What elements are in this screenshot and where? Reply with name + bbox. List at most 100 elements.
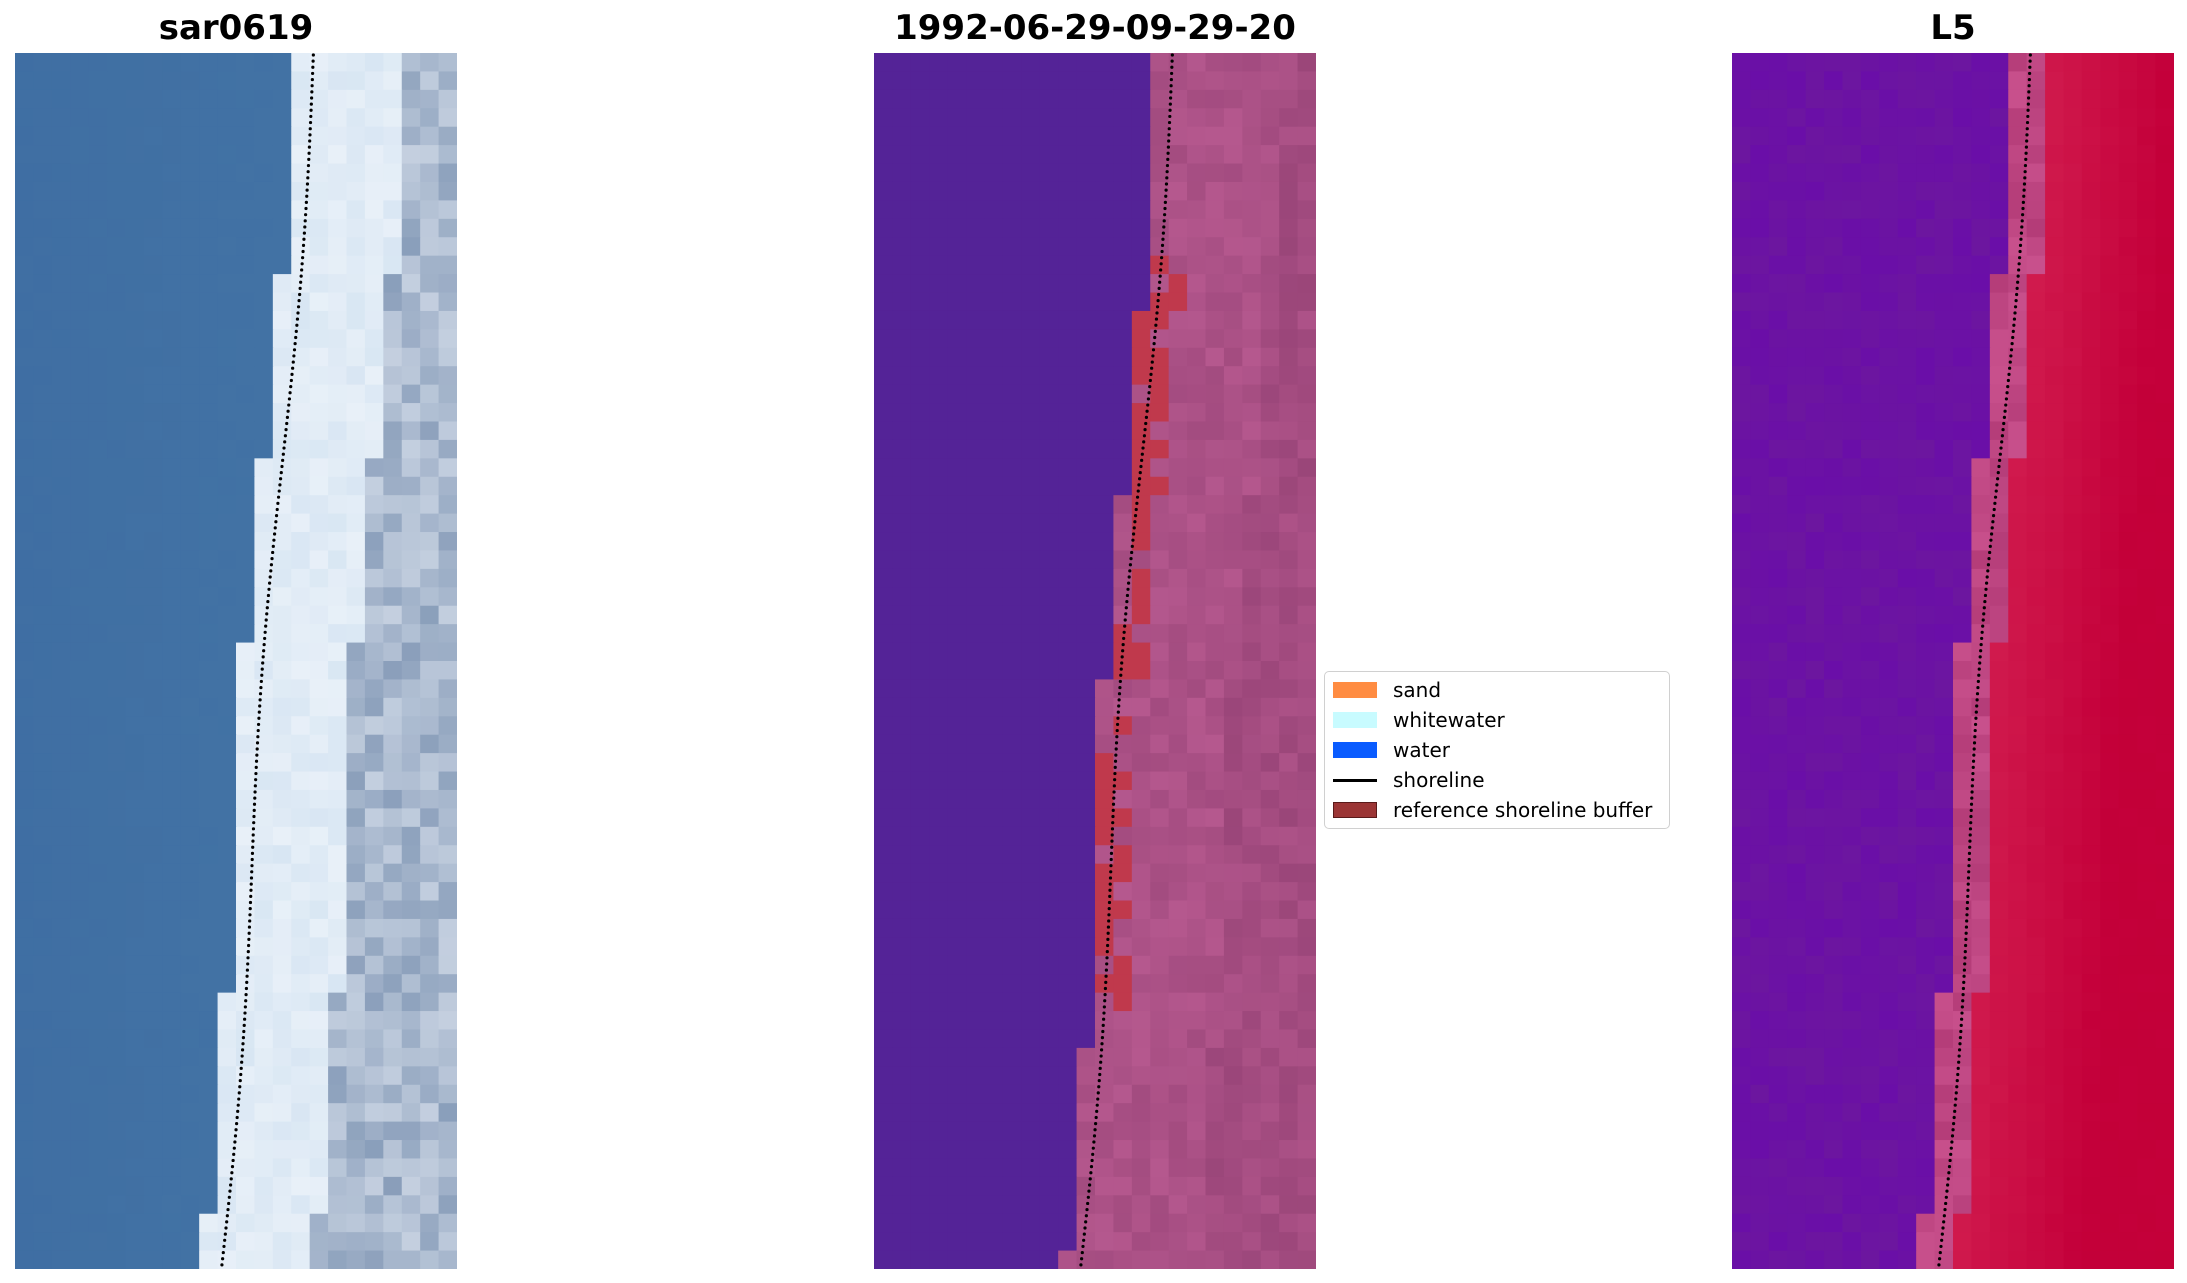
rgb-pixel (51, 1195, 71, 1215)
class-pixel (1297, 458, 1316, 478)
shoreline-point (303, 219, 307, 223)
index-pixel (2137, 642, 2157, 662)
index-pixel (1787, 255, 1807, 275)
rgb-pixel (364, 421, 384, 441)
index-pixel (1953, 937, 1973, 957)
class-pixel (929, 550, 949, 570)
shoreline-point (1165, 176, 1169, 180)
rgb-pixel (51, 181, 71, 201)
index-pixel (1842, 900, 1862, 920)
class-pixel (1242, 679, 1262, 699)
shoreline-point (1111, 821, 1115, 825)
class-pixel (1150, 992, 1170, 1012)
class-pixel (947, 1195, 967, 1215)
rgb-pixel (217, 918, 237, 938)
shoreline-point (1108, 894, 1112, 898)
shoreline-point (271, 550, 275, 555)
class-pixel (892, 200, 912, 220)
index-pixel (1805, 310, 1825, 330)
index-pixel (1787, 200, 1807, 220)
rgb-pixel (401, 384, 421, 404)
index-pixel (1805, 347, 1825, 367)
rgb-pixel (346, 716, 366, 736)
shoreline-point (1118, 685, 1122, 690)
rgb-pixel (143, 568, 163, 588)
index-pixel (1971, 53, 1991, 73)
rgb-pixel (33, 918, 53, 938)
class-pixel (1260, 347, 1280, 367)
class-pixel (1021, 1250, 1041, 1269)
index-pixel (2026, 771, 2046, 791)
rgb-pixel (70, 200, 90, 220)
index-pixel (2045, 642, 2065, 662)
rgb-pixel (236, 126, 256, 146)
rgb-pixel (328, 274, 348, 294)
shoreline-point (250, 857, 254, 862)
class-pixel (966, 1084, 986, 1104)
index-pixel (1860, 1140, 1880, 1160)
class-pixel (1076, 292, 1096, 312)
class-pixel (910, 1047, 930, 1067)
class-pixel (892, 384, 912, 404)
class-pixel (1279, 1084, 1299, 1104)
index-pixel (1732, 845, 1752, 865)
index-pixel (1953, 697, 1973, 717)
index-pixel (2026, 218, 2046, 238)
rgb-pixel (180, 605, 200, 625)
index-pixel (2063, 89, 2083, 109)
rgb-pixel (346, 568, 366, 588)
class-pixel (1095, 624, 1115, 644)
rgb-pixel (328, 310, 348, 330)
index-pixel (1934, 1047, 1954, 1067)
index-pixel (1879, 789, 1899, 809)
index-pixel (1787, 605, 1807, 625)
class-pixel (1058, 587, 1078, 607)
class-pixel (984, 292, 1004, 312)
class-pixel (1131, 89, 1151, 109)
class-pixel (984, 200, 1004, 220)
rgb-pixel (180, 384, 200, 404)
rgb-pixel (125, 126, 145, 146)
class-pixel (984, 1029, 1004, 1049)
rgb-pixel (33, 237, 53, 257)
index-pixel (2100, 347, 2120, 367)
rgb-pixel (420, 642, 440, 662)
index-pixel (1750, 1066, 1770, 1086)
rgb-pixel (383, 1250, 403, 1269)
index-pixel (1971, 716, 1991, 736)
class-pixel (874, 918, 894, 938)
index-pixel (1879, 1140, 1899, 1160)
rgb-pixel (199, 1195, 219, 1215)
index-pixel (2008, 587, 2028, 607)
index-pixel (1953, 642, 1973, 662)
rgb-pixel (346, 882, 366, 902)
index-pixel (1824, 421, 1844, 441)
rgb-pixel (272, 550, 292, 570)
class-pixel (1113, 661, 1133, 681)
class-pixel (874, 1176, 894, 1196)
index-pixel (2008, 292, 2028, 312)
rgb-pixel (328, 863, 348, 883)
rgb-pixel (88, 108, 108, 128)
index-pixel (2045, 697, 2065, 717)
index-pixel (2008, 679, 2028, 699)
rgb-pixel (383, 53, 403, 73)
class-pixel (1039, 789, 1059, 809)
class-pixel (1279, 642, 1299, 662)
index-pixel (2118, 292, 2138, 312)
rgb-pixel (346, 126, 366, 146)
index-pixel (1805, 421, 1825, 441)
rgb-pixel (236, 1158, 256, 1178)
index-pixel (1732, 403, 1752, 423)
rgb-pixel (107, 1140, 127, 1160)
index-pixel (2118, 237, 2138, 257)
class-pixel (1279, 1066, 1299, 1086)
shoreline-point (1119, 667, 1123, 671)
class-pixel (1187, 145, 1207, 165)
class-pixel (1113, 218, 1133, 238)
class-pixel (1021, 53, 1041, 73)
class-pixel (1187, 200, 1207, 220)
rgb-pixel (401, 568, 421, 588)
class-pixel (1076, 145, 1096, 165)
rgb-pixel (88, 568, 108, 588)
